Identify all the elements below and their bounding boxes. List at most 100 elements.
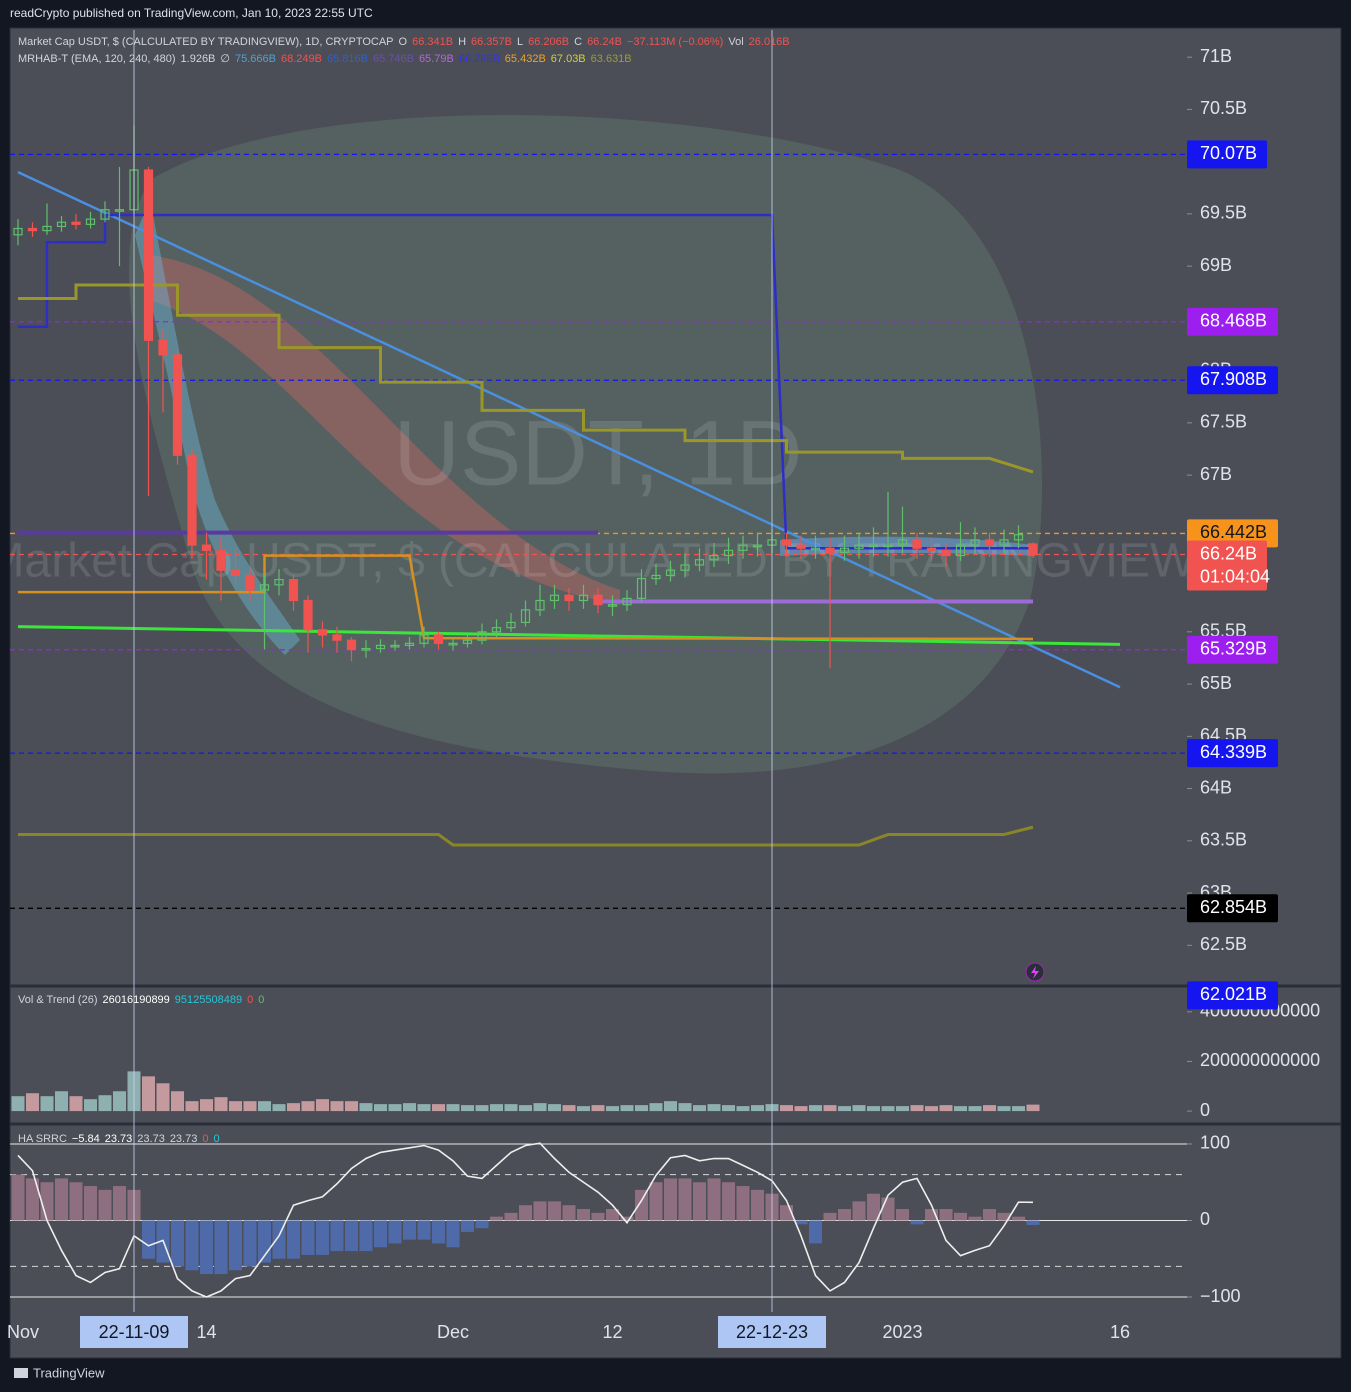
pane: USDT, 1D Market Cap USDT, $ (CALCULATED B… <box>0 125 1211 909</box>
candle-body <box>825 547 835 554</box>
ema-ribbon <box>150 255 620 605</box>
volume-bar <box>794 1106 808 1112</box>
y-tick-label: 0 <box>1200 1100 1210 1120</box>
volume-bar <box>113 1091 126 1112</box>
histogram-bar <box>11 1174 25 1221</box>
histogram-bar <box>649 1182 663 1221</box>
candle-body <box>158 339 168 356</box>
volume-bar <box>620 1105 634 1112</box>
legend-item: 95125508489 <box>175 994 242 1006</box>
candle-body <box>520 609 531 624</box>
histogram-bar <box>620 1216 634 1221</box>
volume-bar <box>55 1091 68 1112</box>
volume-bar <box>867 1106 880 1112</box>
volume-bar <box>954 1106 967 1112</box>
legend-item: Market Cap USDT, $ (CALCULATED BY TRADIN… <box>18 36 394 48</box>
histogram-bar <box>794 1220 808 1225</box>
volume-bar <box>823 1105 837 1112</box>
histogram-bar <box>229 1220 242 1271</box>
candle-body <box>709 554 719 561</box>
candle-body <box>897 539 908 546</box>
candle-body <box>27 227 38 232</box>
histogram-bar <box>359 1220 373 1252</box>
crosshair-label: 22-12-23 <box>736 1322 808 1342</box>
candle-body <box>404 642 415 647</box>
volume-bar <box>330 1101 344 1112</box>
histogram-bar <box>330 1220 344 1252</box>
volume-bar <box>272 1104 286 1112</box>
volume-bar <box>243 1101 257 1112</box>
histogram-bar <box>896 1209 909 1221</box>
histogram-bar <box>504 1212 518 1221</box>
histogram-bar <box>40 1182 54 1221</box>
volume-bar <box>388 1104 402 1112</box>
volume-bar <box>838 1106 851 1112</box>
histogram-bar <box>519 1205 532 1221</box>
price-label: 66.24B <box>1200 543 1257 563</box>
volume-bar <box>562 1105 576 1112</box>
candle-body <box>578 594 589 602</box>
candle-body <box>1013 534 1024 541</box>
legend-item: MRHAB-T (EMA, 120, 240, 480) <box>18 53 176 65</box>
candle-body <box>622 597 632 606</box>
price-label-bg <box>1187 894 1278 923</box>
legend-item: C <box>574 36 582 48</box>
price-label-bg <box>1187 540 1267 591</box>
price-label: 66.442B <box>1200 522 1267 542</box>
histogram-bar <box>577 1209 590 1221</box>
histogram-bar <box>69 1182 83 1221</box>
y-tick-label: 69B <box>1200 255 1232 275</box>
watermark: Market Cap USDT, $ (CALCULATED BY TRADIN… <box>0 535 1211 588</box>
histogram-bar <box>983 1209 996 1221</box>
volume-bar <box>374 1104 387 1112</box>
volume-bar <box>229 1101 242 1112</box>
volume-bar <box>359 1103 373 1112</box>
price-label: 62.021B <box>1200 984 1267 1004</box>
legend: HA SRRC −5.84 23.73 23.73 23.73 0 0 <box>18 1133 220 1145</box>
candle-body <box>636 577 647 600</box>
indicator-line <box>18 825 1034 847</box>
volume-bar <box>214 1097 228 1112</box>
legend-item: Vol & Trend (26) <box>18 994 98 1006</box>
histogram-bar <box>678 1178 692 1221</box>
candle-body <box>549 594 560 602</box>
histogram-bar <box>925 1209 938 1221</box>
candle-body <box>926 547 937 551</box>
candle-body <box>172 354 183 456</box>
legend-item: 0 <box>202 1133 208 1145</box>
volume-bar <box>84 1099 97 1112</box>
legend-item: −5.84 <box>72 1133 100 1145</box>
price-label-bg <box>1187 307 1278 336</box>
legend-item: 65.79B <box>419 53 454 65</box>
candle-body <box>332 634 342 641</box>
y-tick-label: 67.5B <box>1200 412 1247 432</box>
candle-body <box>680 564 690 571</box>
price-label: 70.07B <box>1200 143 1257 163</box>
legend-item: 26.016B <box>749 36 790 48</box>
candle-body <box>999 539 1009 546</box>
candle-body <box>259 584 270 591</box>
legend-item: 0 <box>247 994 253 1006</box>
legend-item: 66.286B <box>459 53 500 65</box>
histogram-bar <box>635 1189 648 1221</box>
legend-item: 65.816B <box>327 53 368 65</box>
y-tick-label: 64B <box>1200 777 1232 797</box>
price-label: 68.468B <box>1200 310 1267 330</box>
legend-item: 0 <box>213 1133 219 1145</box>
histogram-bar <box>997 1212 1011 1221</box>
indicator-line <box>18 213 1033 550</box>
candle-body <box>752 544 763 548</box>
volume-bar <box>649 1103 663 1112</box>
volume-bar <box>475 1105 489 1112</box>
legend-item: ∅ <box>220 53 230 65</box>
legend-item: 66.206B <box>528 36 569 48</box>
histogram-bar <box>185 1220 199 1271</box>
candle-body <box>593 594 603 606</box>
histogram-bar <box>26 1178 39 1221</box>
candle-body <box>984 539 995 546</box>
volume-bar <box>707 1104 721 1112</box>
y-tick-label: 70.5B <box>1200 98 1247 118</box>
candle-body <box>854 544 864 549</box>
histogram-bar <box>55 1178 68 1221</box>
price-label-bg <box>1187 739 1278 768</box>
